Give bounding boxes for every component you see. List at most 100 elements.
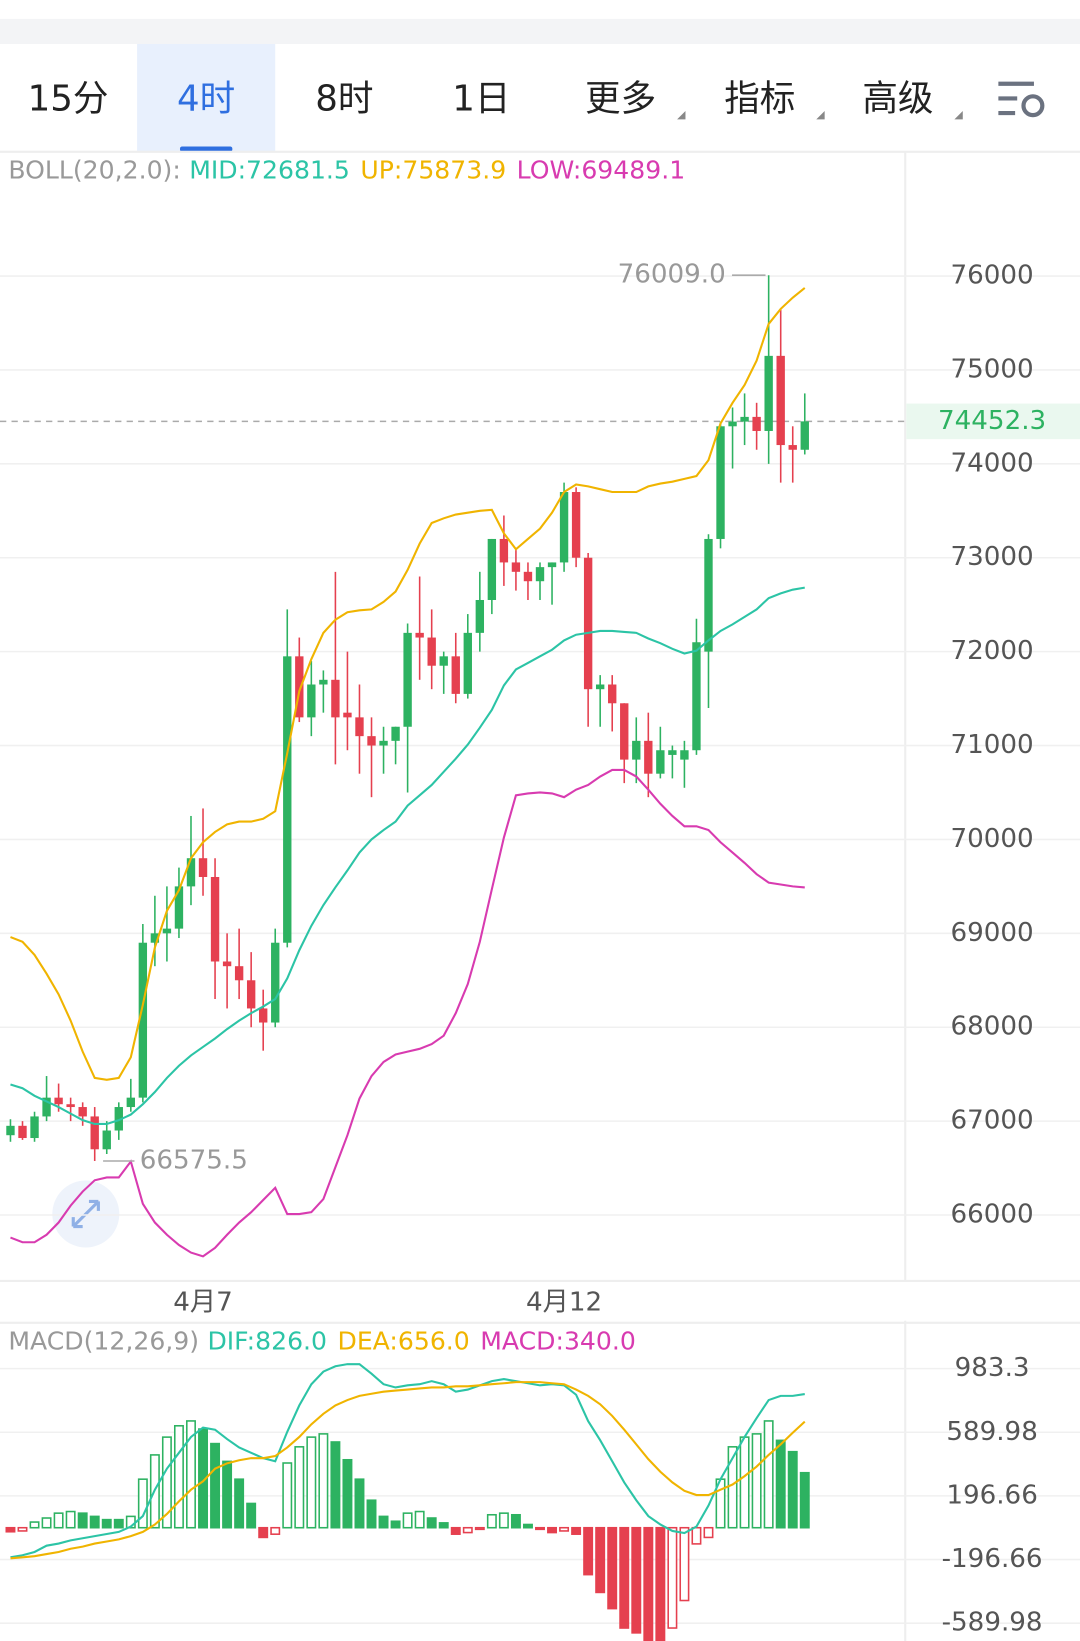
tab[interactable]: 高级 bbox=[862, 79, 963, 120]
tab-label: 8时 bbox=[315, 79, 373, 120]
candle-body bbox=[776, 355, 785, 446]
macd-bar bbox=[462, 1526, 473, 1534]
macd-bar bbox=[559, 1526, 570, 1532]
candle-body bbox=[18, 1125, 27, 1139]
candle-body bbox=[78, 1107, 87, 1117]
macd-bar bbox=[498, 1512, 509, 1529]
macd-bar bbox=[378, 1515, 389, 1529]
zoom-icon bbox=[71, 1199, 100, 1229]
tab[interactable]: 指标 bbox=[724, 79, 825, 120]
indicator-label: MACD(12,26,9) bbox=[8, 1327, 199, 1356]
macd-bar bbox=[426, 1517, 437, 1529]
candle-body bbox=[764, 355, 773, 431]
tab-label: 指标 bbox=[724, 79, 795, 120]
candle-body bbox=[752, 416, 761, 431]
macd-bar bbox=[17, 1526, 28, 1532]
macd-bar bbox=[535, 1526, 545, 1531]
tab[interactable]: 更多 bbox=[585, 79, 686, 120]
macd-bar bbox=[414, 1510, 425, 1529]
candle-body bbox=[391, 726, 400, 741]
macd-bar bbox=[186, 1420, 196, 1529]
macd-bar bbox=[137, 1478, 148, 1529]
macd-bar bbox=[595, 1526, 606, 1594]
candle-body bbox=[415, 632, 424, 638]
candle-body bbox=[331, 679, 340, 718]
candle-body bbox=[174, 886, 184, 929]
candle-body bbox=[680, 750, 689, 760]
macd-bar bbox=[583, 1526, 594, 1576]
candle-body bbox=[644, 740, 653, 774]
macd-bar bbox=[282, 1462, 293, 1529]
candle-body bbox=[716, 426, 725, 539]
candle-body bbox=[295, 656, 304, 718]
macd-bar bbox=[643, 1526, 654, 1641]
candle-body bbox=[102, 1130, 111, 1150]
candle-body bbox=[740, 416, 749, 422]
macd-bar bbox=[258, 1526, 269, 1539]
candle-body bbox=[343, 712, 352, 718]
candle-body bbox=[186, 858, 196, 887]
tab[interactable]: 15分 bbox=[28, 79, 109, 120]
candle-body bbox=[66, 1104, 75, 1108]
tab-label: 高级 bbox=[862, 79, 933, 120]
candle-body bbox=[595, 684, 605, 690]
candle-body bbox=[668, 750, 677, 755]
icon-gear bbox=[1021, 94, 1045, 118]
candle-body bbox=[583, 557, 593, 690]
candle-body bbox=[559, 492, 569, 563]
macd-bar bbox=[246, 1502, 257, 1529]
candle-body bbox=[535, 567, 545, 582]
settings-icon[interactable] bbox=[998, 81, 1045, 118]
x-tick-label: 4月12 bbox=[526, 1287, 602, 1317]
tab-indicator bbox=[180, 146, 233, 152]
macd-bar bbox=[739, 1436, 750, 1529]
tab[interactable]: 1日 bbox=[452, 79, 510, 120]
macd-bar bbox=[222, 1460, 233, 1529]
y-tick-label: 73000 bbox=[950, 542, 1033, 572]
candle-body bbox=[319, 679, 328, 685]
y-tick-label: 71000 bbox=[950, 730, 1033, 760]
y-tick-label: 72000 bbox=[950, 636, 1033, 666]
indicator-line bbox=[10, 287, 806, 1081]
candle-body bbox=[451, 656, 460, 694]
zoom-button[interactable] bbox=[52, 1180, 120, 1248]
macd-bar bbox=[691, 1526, 702, 1545]
macd-bar bbox=[161, 1436, 172, 1529]
macd-bar bbox=[655, 1526, 666, 1641]
candle-body bbox=[234, 966, 244, 981]
candle-body bbox=[367, 736, 376, 746]
legend-entry: DIF:826.0 bbox=[207, 1327, 327, 1356]
tab-label: 1日 bbox=[452, 79, 510, 120]
tab[interactable]: 8时 bbox=[315, 79, 373, 120]
indicator-line bbox=[10, 1363, 805, 1559]
candle-body bbox=[608, 684, 617, 704]
candle-body bbox=[138, 942, 148, 1098]
candle-body bbox=[487, 538, 497, 600]
min-label: 66575.5 bbox=[140, 1145, 248, 1175]
macd-bar bbox=[775, 1439, 786, 1529]
y-tick-label: -589.98 bbox=[942, 1608, 1043, 1638]
macd-bar bbox=[607, 1526, 618, 1610]
candle-body bbox=[150, 933, 160, 943]
macd-bar bbox=[390, 1520, 401, 1529]
candle-body bbox=[90, 1116, 99, 1150]
macd-bar bbox=[787, 1450, 798, 1529]
macd-bar bbox=[330, 1441, 341, 1529]
candle-body bbox=[246, 980, 256, 1009]
tab[interactable]: 4时 bbox=[137, 43, 276, 152]
candle-body bbox=[403, 632, 412, 727]
last-price-label: 74452.3 bbox=[938, 406, 1046, 436]
candle-body bbox=[800, 421, 809, 450]
macd-bar bbox=[53, 1512, 64, 1529]
x-tick-label: 4月7 bbox=[173, 1287, 232, 1317]
top-strip bbox=[0, 18, 1080, 44]
macd-bar bbox=[29, 1521, 40, 1529]
dropdown-caret bbox=[677, 110, 686, 120]
candle-body bbox=[30, 1116, 39, 1139]
macd-bar bbox=[173, 1425, 184, 1529]
candle-body bbox=[222, 961, 232, 967]
tab-bar: 15分 4时 8时 1日 更多 指标 高级 bbox=[28, 43, 963, 152]
indicator-label: BOLL(20,2.0): bbox=[8, 156, 180, 185]
macd-bar bbox=[667, 1526, 678, 1629]
candle-body bbox=[379, 740, 388, 746]
